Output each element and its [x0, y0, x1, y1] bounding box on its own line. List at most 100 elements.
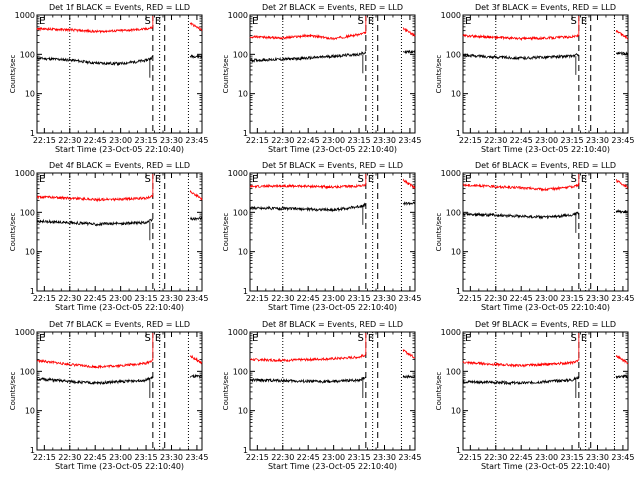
y-tick-label: 10 — [238, 407, 248, 416]
y-tick-label: 1 — [456, 446, 461, 455]
x-tick-label: 23:45 — [398, 453, 421, 462]
x-tick-label: 23:00 — [535, 136, 558, 145]
events-series-line — [462, 211, 580, 220]
x-tick-label: 23:45 — [185, 294, 208, 303]
events-series-late — [615, 209, 629, 214]
y-tick-label: 1 — [30, 446, 35, 455]
x-tick-label: 23:15 — [348, 136, 371, 145]
x-tick-label: 22:30 — [58, 136, 81, 145]
y-tick-label: 100 — [233, 50, 248, 59]
x-tick-label: 23:15 — [561, 136, 584, 145]
y-tick-label: 100 — [233, 208, 248, 217]
panel-title: Det 7f BLACK = Events, RED = LLD — [49, 320, 190, 329]
x-axis-label: Start Time (23-Oct-05 22:10:40) — [268, 303, 397, 312]
x-tick-label: 23:00 — [322, 453, 345, 462]
events-series-late — [402, 201, 416, 206]
plot-frame — [36, 172, 203, 292]
x-tick-label: 23:00 — [109, 294, 132, 303]
plot-frame — [249, 14, 416, 134]
y-tick-label: 100 — [446, 367, 461, 376]
detector-panel: Det 2f BLACK = Events, RED = LLD 1 10 100 10… — [222, 3, 421, 154]
x-tick-label: 23:30 — [160, 453, 183, 462]
annotation-s: S — [144, 333, 150, 344]
annotation-s: S — [144, 16, 150, 27]
x-tick-label: 23:30 — [160, 136, 183, 145]
events-series-line — [36, 376, 154, 386]
detector-panel: Det 8f BLACK = Events, RED = LLD 1 10 100 10… — [222, 320, 421, 471]
lld-series-late — [189, 21, 203, 32]
y-tick-label: 1 — [243, 129, 248, 138]
x-tick-label: 22:15 — [246, 136, 269, 145]
x-tick-label: 22:30 — [271, 136, 294, 145]
x-tick-label: 23:30 — [373, 453, 396, 462]
lld-series-line — [36, 194, 154, 203]
lld-series-late — [615, 179, 629, 189]
plot-frame — [462, 172, 629, 292]
lld-series-late — [402, 178, 416, 190]
panel-title: Det 6f BLACK = Events, RED = LLD — [475, 161, 616, 170]
y-tick-label: 10 — [238, 248, 248, 257]
y-tick-label: 10 — [238, 90, 248, 99]
events-series-line — [249, 51, 367, 63]
annotation-e: E — [368, 333, 374, 344]
x-tick-label: 22:45 — [510, 453, 533, 462]
y-tick-label: 1000 — [441, 11, 461, 20]
x-tick-label: 23:00 — [535, 453, 558, 462]
events-series-line — [36, 55, 154, 67]
events-series-line — [249, 202, 367, 213]
x-tick-label: 23:00 — [109, 136, 132, 145]
x-axis-label: Start Time (23-Oct-05 22:10:40) — [268, 145, 397, 154]
detector-panel: Det 5f BLACK = Events, RED = LLD 1 10 100 10… — [222, 161, 421, 312]
y-tick-label: 100 — [20, 50, 35, 59]
lld-series-line — [249, 31, 367, 41]
y-tick-label: 1 — [243, 287, 248, 296]
x-axis-label: Start Time (23-Oct-05 22:10:40) — [55, 145, 184, 154]
x-tick-label: 23:15 — [135, 453, 158, 462]
corner-label: E — [39, 174, 45, 185]
x-tick-label: 23:15 — [561, 294, 584, 303]
detector-panel: Det 9f BLACK = Events, RED = LLD 1 10 100 10… — [435, 320, 634, 471]
lld-series-late — [615, 354, 629, 365]
x-axis-label: Start Time (23-Oct-05 22:10:40) — [481, 462, 610, 471]
x-axis-label: Start Time (23-Oct-05 22:10:40) — [55, 303, 184, 312]
events-series-late — [615, 374, 629, 380]
x-tick-label: 22:45 — [84, 294, 107, 303]
x-tick-label: 22:30 — [271, 294, 294, 303]
corner-label: E — [465, 16, 471, 27]
x-tick-label: 22:45 — [84, 453, 107, 462]
corner-label: E — [39, 16, 45, 27]
y-tick-label: 1 — [456, 287, 461, 296]
y-tick-label: 10 — [25, 90, 35, 99]
y-tick-label: 10 — [25, 248, 35, 257]
x-tick-label: 23:00 — [322, 294, 345, 303]
x-tick-label: 23:45 — [398, 136, 421, 145]
annotation-s: S — [357, 16, 363, 27]
x-axis-label: Start Time (23-Oct-05 22:10:40) — [481, 303, 610, 312]
detector-panel: Det 1f BLACK = Events, RED = LLD 1 10 100 10… — [9, 3, 208, 154]
corner-label: E — [252, 174, 258, 185]
y-tick-label: 1 — [456, 129, 461, 138]
x-tick-label: 22:30 — [484, 294, 507, 303]
detector-panel: Det 4f BLACK = Events, RED = LLD 1 10 100 10… — [9, 161, 208, 312]
y-axis-label: Counts/sec — [222, 213, 230, 252]
corner-label: E — [39, 333, 45, 344]
x-tick-label: 23:45 — [611, 453, 634, 462]
x-tick-label: 22:45 — [510, 294, 533, 303]
lld-series-late — [189, 189, 203, 201]
annotation-e: E — [155, 16, 161, 27]
y-tick-label: 100 — [446, 208, 461, 217]
x-tick-label: 23:00 — [322, 136, 345, 145]
panel-title: Det 1f BLACK = Events, RED = LLD — [49, 3, 190, 12]
events-series-late — [189, 54, 203, 60]
lld-series-line — [36, 358, 153, 370]
corner-label: E — [252, 16, 258, 27]
x-tick-label: 22:45 — [297, 453, 320, 462]
events-series-line — [249, 376, 367, 384]
y-tick-label: 1 — [243, 446, 248, 455]
detector-panel: Det 7f BLACK = Events, RED = LLD 1 10 100 10… — [9, 320, 208, 471]
x-tick-label: 22:30 — [58, 453, 81, 462]
x-tick-label: 22:15 — [33, 453, 56, 462]
y-tick-label: 10 — [451, 407, 461, 416]
events-series-line — [462, 52, 580, 61]
panel-title: Det 5f BLACK = Events, RED = LLD — [262, 161, 403, 170]
